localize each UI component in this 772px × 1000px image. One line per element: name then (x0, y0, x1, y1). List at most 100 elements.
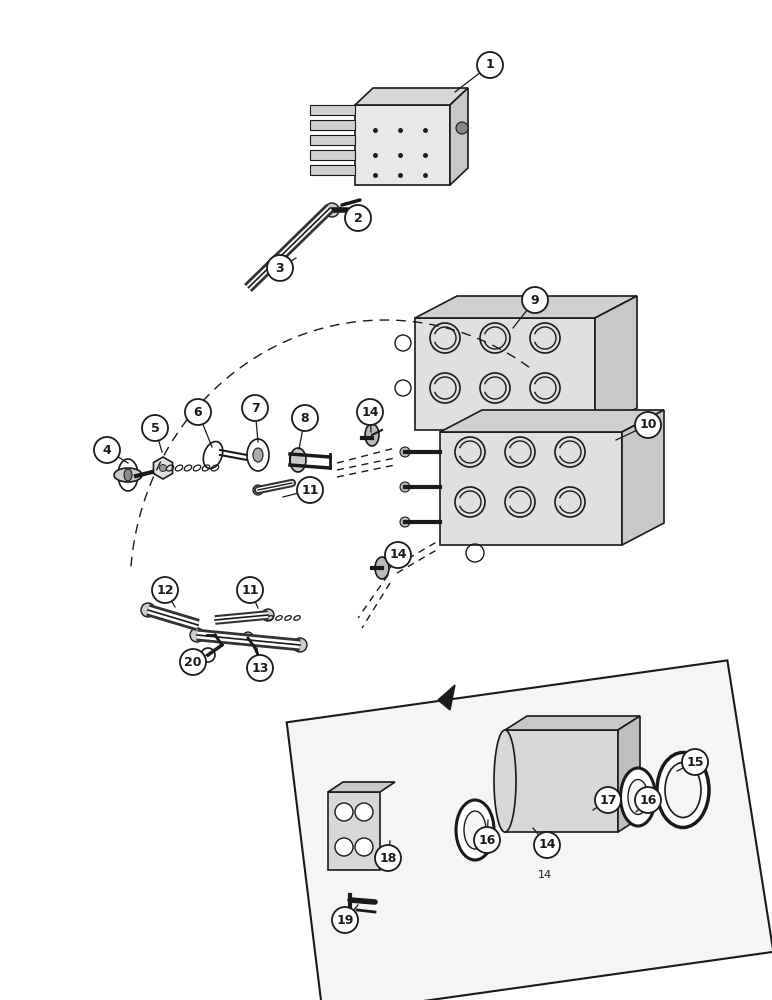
Circle shape (152, 577, 178, 603)
Text: 3: 3 (276, 261, 284, 274)
Polygon shape (310, 105, 355, 115)
Circle shape (357, 399, 383, 425)
Circle shape (190, 628, 204, 642)
Text: 13: 13 (252, 662, 269, 674)
Polygon shape (438, 685, 455, 710)
Ellipse shape (203, 441, 222, 469)
Circle shape (456, 122, 468, 134)
Polygon shape (328, 792, 380, 870)
Ellipse shape (665, 762, 701, 818)
Circle shape (335, 838, 353, 856)
Ellipse shape (247, 439, 269, 471)
Circle shape (400, 482, 410, 492)
Polygon shape (415, 318, 595, 430)
Text: 5: 5 (151, 422, 159, 434)
Polygon shape (355, 88, 468, 105)
Circle shape (141, 603, 155, 617)
Circle shape (267, 255, 293, 281)
Ellipse shape (621, 768, 655, 826)
Circle shape (247, 655, 273, 681)
Polygon shape (154, 457, 172, 479)
Circle shape (477, 52, 503, 78)
Polygon shape (310, 120, 355, 130)
Circle shape (345, 205, 371, 231)
Ellipse shape (375, 557, 389, 579)
Text: 14: 14 (538, 838, 556, 852)
Circle shape (635, 412, 661, 438)
Text: 16: 16 (639, 794, 657, 806)
Polygon shape (415, 296, 637, 318)
Ellipse shape (160, 464, 167, 472)
Circle shape (375, 845, 401, 871)
Ellipse shape (124, 469, 132, 481)
Polygon shape (505, 716, 640, 730)
Polygon shape (286, 660, 772, 1000)
Polygon shape (355, 105, 450, 185)
Text: 15: 15 (686, 756, 704, 768)
Ellipse shape (628, 780, 648, 814)
Ellipse shape (114, 468, 142, 482)
Circle shape (142, 415, 168, 441)
Polygon shape (450, 88, 468, 185)
Circle shape (262, 609, 274, 621)
Circle shape (335, 803, 353, 821)
Text: 8: 8 (300, 412, 310, 424)
Circle shape (293, 638, 307, 652)
Text: 14: 14 (361, 406, 379, 418)
Circle shape (682, 749, 708, 775)
Circle shape (474, 827, 500, 853)
Circle shape (385, 542, 411, 568)
Ellipse shape (290, 448, 306, 472)
Ellipse shape (253, 448, 263, 462)
Circle shape (292, 405, 318, 431)
Polygon shape (328, 782, 395, 792)
Circle shape (522, 287, 548, 313)
Circle shape (253, 485, 263, 495)
Text: 11: 11 (241, 584, 259, 596)
Polygon shape (595, 296, 637, 430)
Ellipse shape (365, 424, 379, 446)
Polygon shape (505, 730, 618, 832)
Circle shape (243, 632, 253, 642)
Circle shape (242, 395, 268, 421)
Circle shape (635, 787, 661, 813)
Text: 9: 9 (530, 294, 540, 306)
Text: 11: 11 (301, 484, 319, 496)
Polygon shape (622, 410, 664, 545)
Ellipse shape (118, 459, 138, 491)
Circle shape (185, 399, 211, 425)
Text: 19: 19 (337, 914, 354, 926)
Circle shape (595, 787, 621, 813)
Circle shape (332, 907, 358, 933)
Circle shape (180, 649, 206, 675)
Polygon shape (618, 716, 640, 832)
Text: 14: 14 (389, 548, 407, 562)
Text: 1: 1 (486, 58, 494, 72)
Text: 4: 4 (103, 444, 111, 456)
Polygon shape (310, 135, 355, 145)
Text: 18: 18 (379, 852, 397, 864)
Text: 17: 17 (599, 794, 617, 806)
Circle shape (297, 477, 323, 503)
Circle shape (325, 203, 339, 217)
Text: 10: 10 (639, 418, 657, 432)
Text: 2: 2 (354, 212, 362, 225)
Text: 14: 14 (538, 870, 552, 880)
Polygon shape (310, 165, 355, 175)
Ellipse shape (464, 811, 486, 849)
Text: 7: 7 (251, 401, 259, 414)
Text: 20: 20 (185, 656, 201, 668)
Circle shape (400, 517, 410, 527)
Ellipse shape (657, 752, 709, 828)
Text: 12: 12 (156, 584, 174, 596)
Circle shape (534, 832, 560, 858)
Polygon shape (440, 432, 622, 545)
Circle shape (355, 838, 373, 856)
Circle shape (400, 447, 410, 457)
Circle shape (237, 577, 263, 603)
Ellipse shape (456, 800, 494, 860)
Text: 6: 6 (194, 406, 202, 418)
Circle shape (355, 803, 373, 821)
Polygon shape (310, 150, 355, 160)
Text: 16: 16 (479, 834, 496, 846)
